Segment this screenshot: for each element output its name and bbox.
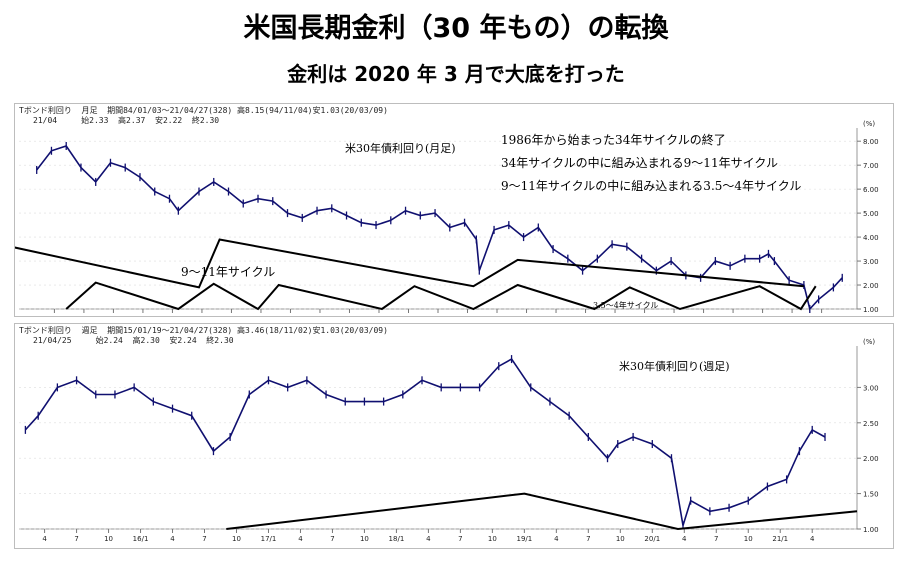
weekly-x-tick-label: 10 [360,535,369,543]
weekly-y-unit: (%) [863,338,875,346]
monthly-y-tick-label: 8.00 [863,138,879,146]
weekly-x-tick-label: 7 [74,535,78,543]
monthly-x-tick-label: 00 [197,315,206,316]
weekly-x-tick-label: 10 [104,535,113,543]
annotation-34yr-cycle: 1986年から始まった34年サイクルの終了 [501,132,726,147]
monthly-x-tick-label: 15 [640,315,649,316]
weekly-x-tick-label: 7 [714,535,718,543]
monthly-chart-panel: Tボンド利回り 月足 期間84/01/03～21/04/27(328) 高8.1… [14,103,894,317]
monthly-x-tick-label: 19 [758,315,767,316]
monthly-x-tick-label: 14 [611,315,620,316]
weekly-x-tick-label: 10 [616,535,625,543]
weekly-x-tick-label: 17/1 [261,535,277,543]
weekly-series-label: 米30年債利回り(週足) [619,359,730,373]
monthly-y-tick-label: 1.00 [863,306,879,314]
monthly-series-label: 米30年債利回り(月足) [345,141,456,155]
weekly-x-tick-label: 4 [682,535,687,543]
monthly-x-tick-label: 16 [670,315,679,316]
monthly-x-tick-label: 03 [286,315,295,316]
weekly-x-tick-label: 4 [554,535,559,543]
monthly-x-tick-label: 96 [79,315,88,316]
monthly-y-tick-label: 4.00 [863,234,879,242]
weekly-price-line [24,358,826,526]
weekly-header-line1: Tボンド利回り 週足 期間15/01/19～21/04/27(328) 高3.4… [19,326,388,335]
monthly-x-tick-label: 18 [729,315,738,316]
monthly-x-tick-label: 21 [817,315,826,316]
weekly-x-tick-label: 16/1 [133,535,149,543]
weekly-y-tick-label: 2.00 [863,455,879,463]
monthly-x-tick-label: 10 [493,315,502,316]
weekly-x-tick-label: 4 [42,535,47,543]
weekly-y-tick-label: 2.50 [863,420,879,428]
monthly-x-tick-label: 13 [581,315,590,316]
weekly-y-tick-label: 3.00 [863,384,879,392]
weekly-header-line2: 21/04/25 始2.24 高2.30 安2.24 終2.30 [33,336,234,345]
monthly-x-tick-label: 95 [50,315,59,316]
weekly-y-tick-label: 1.50 [863,491,879,499]
monthly-chart: (%) 8.00 7.00 6.00 5.00 4.00 3.00 2.00 1.00 95 96 9… [15,120,879,316]
weekly-x-tick-label: 10 [744,535,753,543]
monthly-header-line1: Tボンド利回り 月足 期間84/01/03～21/04/27(328) 高8.1… [19,106,388,115]
weekly-x-tick-label: 21/1 [772,535,788,543]
monthly-x-tick-label: 97 [109,315,118,316]
annotation-3-5-4yr-cycle: 9～11年サイクルの中に組み込まれる3.5～4年サイクル [501,178,801,193]
monthly-x-tick-label: 02 [256,315,265,316]
monthly-y-unit: (%) [863,120,875,128]
monthly-x-tick-label: 06 [375,315,384,316]
weekly-x-tick-label: 18/1 [389,535,405,543]
weekly-x-tick-label: 10 [488,535,497,543]
monthly-x-tick-label: 11 [522,315,531,316]
annotation-9-11yr-cycle: 34年サイクルの中に組み込まれる9～11年サイクル [501,155,778,170]
cycle-label-9-11yr: 9～11年サイクル [181,265,275,279]
main-title: 米国長期金利（30 年もの）の転換 [243,13,669,44]
monthly-y-tick-label: 3.00 [863,258,879,266]
monthly-x-tick-label: 01 [227,315,236,316]
monthly-cycle-3-5-4yr-line [65,281,817,311]
monthly-x-tick-label: 09 [463,315,472,316]
weekly-x-tick-label: 7 [458,535,462,543]
monthly-x-tick-label: 98 [138,315,147,316]
monthly-x-tick-label: 20 [788,315,797,316]
weekly-chart: (%) 3.00 2.50 2.00 1.50 1.00 4 7 10 16/1 4 7 10 17/1 4… [19,338,879,543]
subtitle: 金利は 2020 年 3 月で大底を打った [287,62,625,86]
monthly-x-tick-label: 05 [345,315,354,316]
monthly-x-tick-label: 04 [316,315,325,316]
monthly-y-tick-label: 6.00 [863,186,879,194]
weekly-x-tick-label: 7 [330,535,334,543]
monthly-x-tick-label: 07 [404,315,413,316]
monthly-y-tick-label: 7.00 [863,162,879,170]
weekly-x-tick-label: 4 [426,535,431,543]
monthly-cycle-9-11yr-line [15,238,804,289]
weekly-x-tick-label: 4 [170,535,175,543]
weekly-x-tick-label: 7 [202,535,206,543]
weekly-x-tick-label: 10 [232,535,241,543]
monthly-x-tick-label: 08 [434,315,443,316]
monthly-header-line2: 21/04 始2.33 高2.37 安2.22 終2.30 [33,116,220,125]
weekly-x-tick-label: 4 [810,535,815,543]
weekly-trend-line [226,492,858,531]
weekly-x-tick-label: 4 [298,535,303,543]
monthly-y-tick-label: 5.00 [863,210,879,218]
weekly-x-tick-label: 19/1 [516,535,532,543]
weekly-x-tick-label: 7 [586,535,590,543]
monthly-x-tick-label: 99 [168,315,177,316]
weekly-x-tick-label: 20/1 [644,535,660,543]
monthly-price-line [36,145,843,311]
weekly-chart-panel: Tボンド利回り 週足 期間15/01/19～21/04/27(328) 高3.4… [14,323,894,549]
monthly-y-tick-label: 2.00 [863,282,879,290]
weekly-y-tick-label: 1.00 [863,526,879,534]
cycle-label-3-5-4yr: 3.5～4年サイクル [593,300,658,310]
monthly-x-tick-label: 17 [699,315,708,316]
monthly-x-tick-label: 12 [552,315,561,316]
